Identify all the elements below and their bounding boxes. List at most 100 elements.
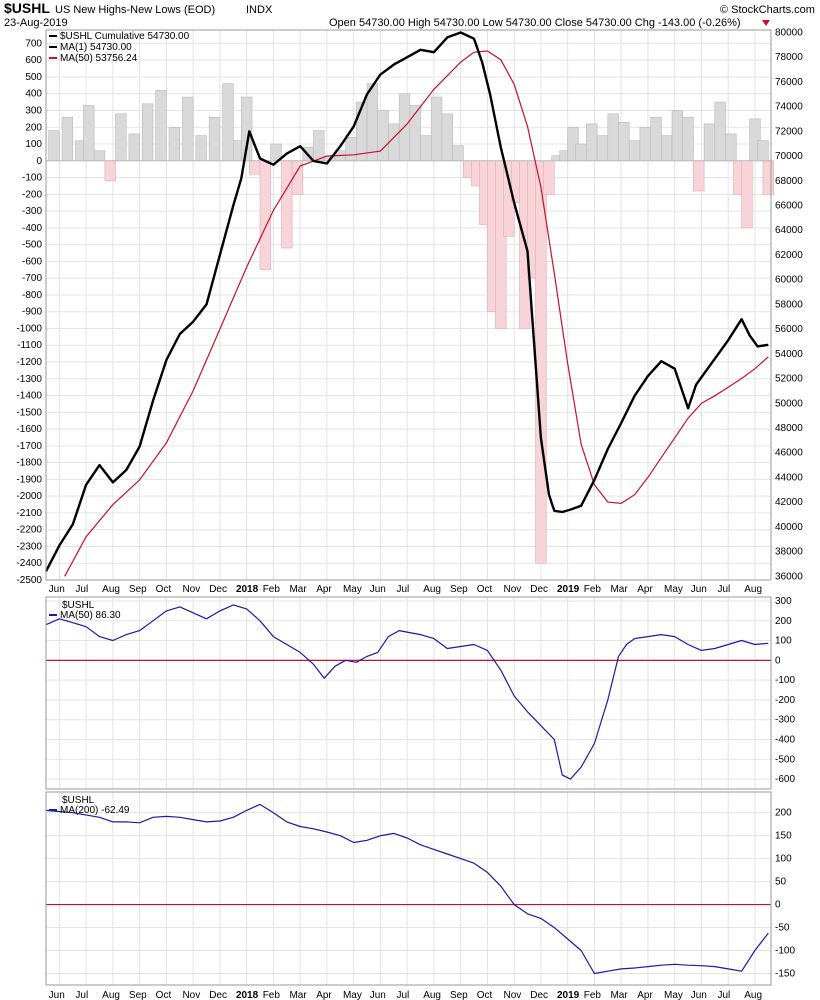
x-tick-label: Jul	[75, 584, 88, 595]
right-y-tick-label: -600	[775, 774, 795, 785]
left-y-tick-label: -200	[22, 189, 42, 200]
left-y-tick-label: -1200	[16, 357, 42, 368]
daily-hl-positive-bar	[345, 137, 357, 162]
right-y-tick-label: 38000	[775, 547, 803, 558]
legend-entry: $USHL Cumulative 54730.00	[60, 31, 190, 42]
right-y-tick-label: -200	[775, 695, 795, 706]
daily-hl-positive-bar	[61, 116, 74, 162]
right-y-tick-label: -300	[775, 715, 795, 726]
right-y-tick-label: 40000	[775, 522, 803, 533]
x-tick-label: Sep	[450, 584, 468, 595]
daily-hl-positive-bar	[388, 123, 400, 162]
daily-hl-positive-bar	[366, 83, 379, 162]
x-tick-label: Jul	[717, 584, 730, 595]
panel-frame	[45, 29, 772, 581]
right-y-tick-label: -100	[775, 675, 795, 686]
x-tick-label: Feb	[584, 990, 602, 1000]
right-y-tick-label: -100	[775, 946, 795, 957]
daily-hl-positive-bar	[757, 140, 769, 162]
panel-ma50: 300 200 100 0 -100 -200 -300 -400 -500 -600 $USHLM…	[45, 596, 795, 790]
legend-entry: $USHL	[62, 600, 95, 611]
right-y-tick-label: 56000	[775, 324, 803, 335]
daily-hl-negative-bar	[535, 160, 547, 564]
left-y-tick-label: -1600	[16, 424, 42, 435]
x-tick-label: Feb	[263, 990, 281, 1000]
left-y-tick-label: -300	[22, 206, 42, 217]
quote-line: Open 54730.00 High 54730.00 Low 54730.00…	[329, 17, 741, 29]
daily-hl-positive-bar	[195, 135, 207, 162]
x-tick-label: 2018	[236, 990, 259, 1000]
x-tick-label: Nov	[182, 990, 200, 1000]
x-tick-label: Mar	[289, 990, 307, 1000]
right-y-tick-label: 66000	[775, 201, 803, 212]
right-y-tick-label: 70000	[775, 151, 803, 162]
x-tick-label: Aug	[423, 584, 441, 595]
right-y-tick-label: 50000	[775, 398, 803, 409]
x-tick-label: Jul	[396, 584, 409, 595]
left-y-tick-label: -600	[22, 256, 42, 267]
right-y-tick-label: 52000	[775, 374, 803, 385]
x-tick-label: Jun	[691, 990, 707, 1000]
daily-hl-positive-bar	[420, 135, 432, 162]
right-y-tick-label: 76000	[775, 77, 803, 88]
left-y-tick-label: -800	[22, 290, 42, 301]
x-tick-label: 2019	[557, 584, 580, 595]
right-y-tick-label: 50	[775, 877, 787, 888]
daily-hl-positive-bar	[93, 150, 106, 162]
daily-hl-positive-bar	[661, 135, 673, 162]
left-y-tick-label: -2100	[16, 508, 42, 519]
right-y-tick-label: 200	[775, 808, 792, 819]
daily-hl-positive-bar	[671, 110, 684, 162]
right-y-tick-label: 72000	[775, 126, 803, 137]
x-tick-label: Feb	[584, 584, 602, 595]
left-y-tick-label: 600	[25, 55, 42, 66]
chart-symbol: $USHL	[4, 0, 50, 16]
left-y-tick-label: -1900	[16, 474, 42, 485]
daily-hl-negative-bar	[543, 160, 555, 195]
right-y-tick-label: -150	[775, 969, 795, 980]
left-y-tick-label: -1400	[16, 391, 42, 402]
left-y-tick-label: 400	[25, 89, 42, 100]
daily-hl-positive-bar	[639, 126, 651, 162]
right-y-tick-label: 64000	[775, 225, 803, 236]
x-tick-label: Dec	[209, 584, 227, 595]
daily-hl-positive-bar	[208, 116, 221, 162]
daily-hl-positive-bar	[725, 133, 737, 162]
x-tick-label: Mar	[610, 990, 628, 1000]
right-y-tick-label: 100	[775, 854, 792, 865]
left-y-tick-label: -500	[22, 240, 42, 251]
left-y-tick-label: -1000	[16, 323, 42, 334]
right-y-tick-label: 0	[775, 900, 781, 911]
stockcharts-watermark: © StockCharts.com	[720, 4, 815, 16]
legend-entry: MA(1) 54730.00	[60, 42, 132, 53]
right-y-tick-label: 300	[775, 596, 792, 607]
left-y-tick-label: 300	[25, 105, 42, 116]
right-y-tick-label: 200	[775, 616, 792, 627]
right-y-tick-label: 0	[775, 655, 781, 666]
right-y-tick-label: 54000	[775, 349, 803, 360]
daily-hl-positive-bar	[430, 96, 443, 162]
panel-price: 700 600 500 400 300 200 100 0 -100 -200 -300 -400 -5…	[16, 27, 803, 586]
daily-hl-positive-bar	[703, 123, 716, 162]
x-tick-label: Dec	[530, 990, 548, 1000]
right-y-tick-label: 80000	[775, 27, 803, 38]
right-y-tick-label: 100	[775, 636, 792, 647]
x-tick-label: 2019	[557, 990, 580, 1000]
ma-series-line	[45, 803, 769, 975]
daily-hl-positive-bar	[596, 135, 609, 162]
left-y-tick-label: 700	[25, 38, 42, 49]
panel-frame	[45, 791, 772, 986]
left-y-tick-label: 100	[25, 139, 42, 150]
right-y-tick-label: 62000	[775, 250, 803, 261]
chart-panels: 7006005004003002001000-100-200-300-400-5…	[16, 27, 803, 986]
x-tick-label: Aug	[102, 584, 120, 595]
legend-entry: MA(50) 86.30	[60, 610, 121, 621]
daily-hl-negative-bar	[693, 160, 705, 192]
legend-entry: MA(50) 53756.24	[60, 53, 138, 64]
daily-hl-positive-bar	[628, 140, 641, 162]
x-tick-label: Apr	[637, 990, 653, 1000]
x-tick-label: Oct	[477, 990, 493, 1000]
left-y-tick-label: -2200	[16, 525, 42, 536]
